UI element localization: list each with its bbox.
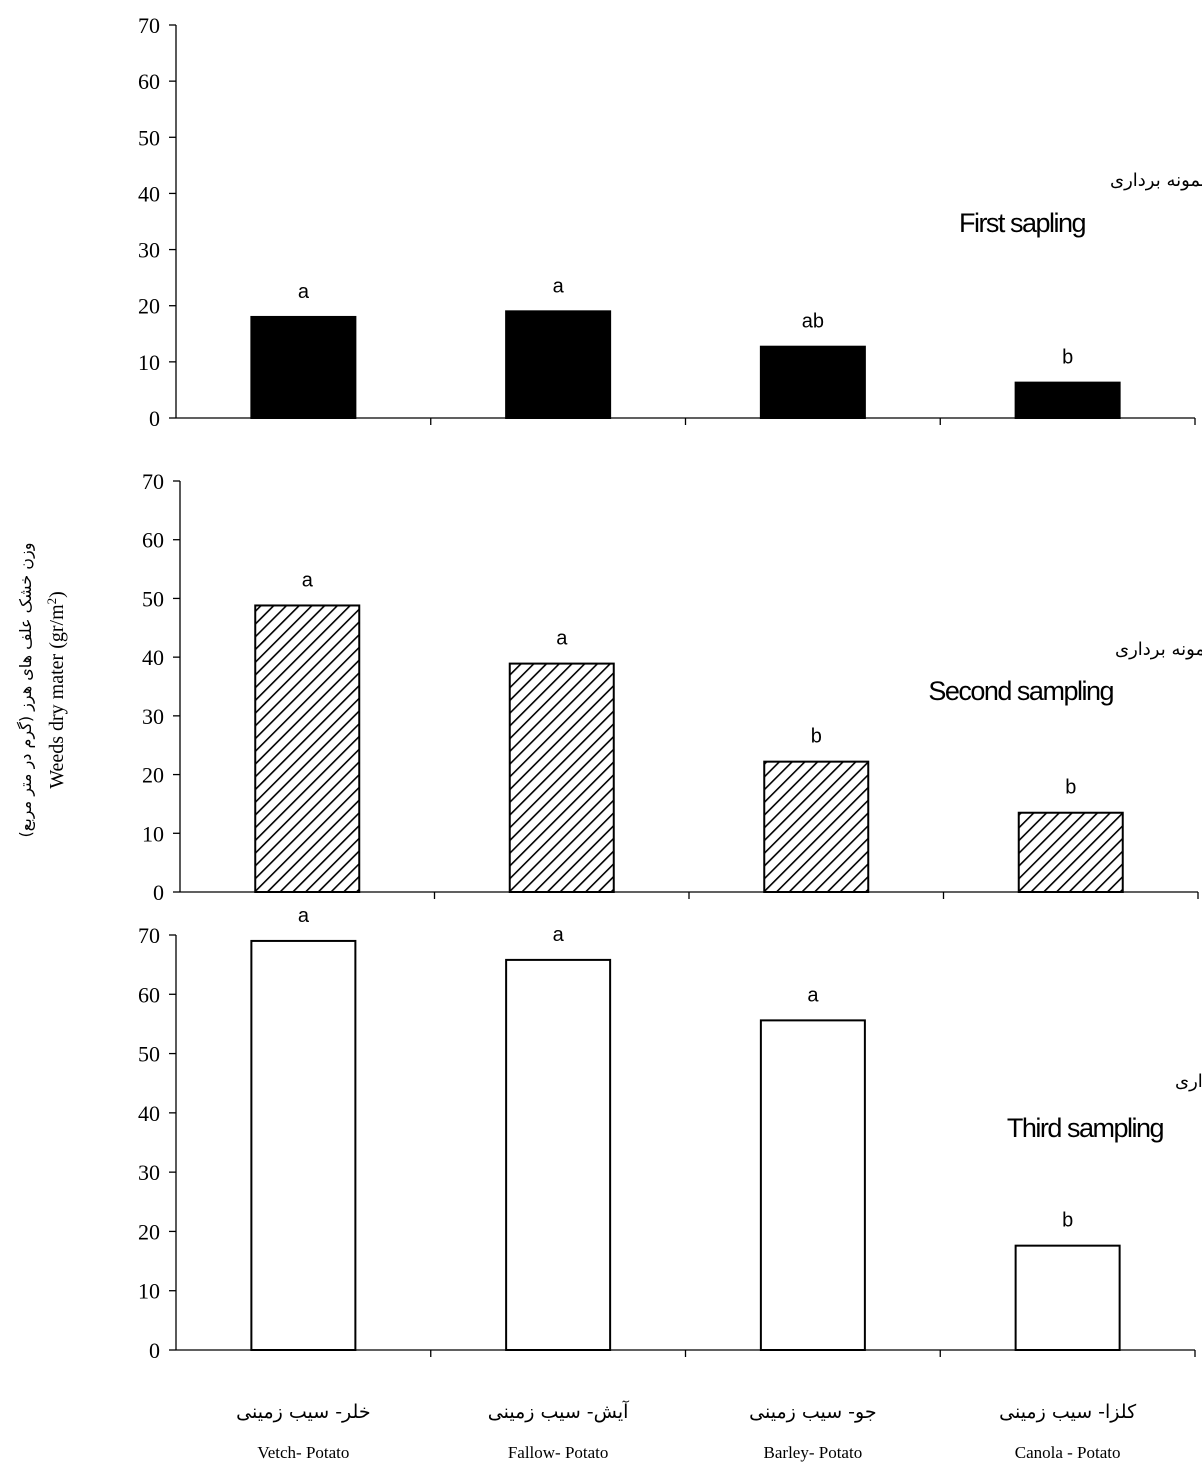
- category-label-fa: خلر- سیب زمینی: [236, 1401, 370, 1423]
- significance-label: a: [298, 905, 310, 927]
- y-tick-label: 10: [142, 821, 164, 846]
- category-label-en: Canola - Potato: [1015, 1443, 1121, 1462]
- bar-2: [505, 958, 612, 1352]
- significance-label: a: [298, 281, 310, 303]
- category-label-fa: کلزا- سیب زمینی: [999, 1401, 1137, 1423]
- panel-title-fa: مرحله اول نمونه برداری: [1110, 170, 1202, 191]
- y-tick-label: 40: [138, 1101, 160, 1126]
- bar-3: [759, 345, 866, 420]
- bar-4: [1014, 1244, 1121, 1351]
- category-label-fa: آیش- سیب زمینی: [488, 1399, 629, 1423]
- y-tick-label: 70: [142, 469, 164, 494]
- y-tick-label: 0: [149, 406, 160, 431]
- y-tick-label: 60: [138, 982, 160, 1007]
- category-label-en: Barley- Potato: [764, 1443, 863, 1462]
- y-tick-label: 30: [142, 704, 164, 729]
- significance-label: a: [553, 275, 565, 297]
- y-tick-label: 60: [142, 528, 164, 553]
- y-tick-label: 0: [153, 880, 164, 905]
- panel-title-fa: مرحله دوم نمونه برداری: [1115, 639, 1202, 660]
- significance-label: b: [1065, 777, 1076, 799]
- y-tick-label: 50: [142, 586, 164, 611]
- y-tick-label: 20: [138, 294, 160, 319]
- bar-1: [254, 604, 361, 894]
- bar-4: [1017, 811, 1124, 893]
- bar-2: [508, 662, 615, 894]
- y-tick-label: 0: [149, 1338, 160, 1363]
- panel-title-en: First sapling: [959, 208, 1086, 238]
- chart-panel-1: 0 10 20 30 40 50 60 70 a a ab b مرحله اول نمونه بردا…: [138, 13, 1202, 431]
- significance-label: a: [553, 924, 565, 946]
- panel-title-fa: مرحله سوم نمونه برداری: [1175, 1071, 1202, 1092]
- panel-title-en: Second sampling: [928, 676, 1113, 706]
- y-tick-label: 60: [138, 69, 160, 94]
- category-label-en: Fallow- Potato: [508, 1443, 609, 1462]
- y-tick-label: 70: [138, 13, 160, 38]
- y-axis-label-en: Weeds dry mater (gr/m: [46, 604, 68, 789]
- y-axis-label-sup: 2: [44, 598, 59, 605]
- y-tick-label: 70: [138, 923, 160, 948]
- svg-text:Weeds dry mater (gr/m2): Weeds dry mater (gr/m2): [44, 591, 69, 789]
- bar-2: [505, 310, 612, 420]
- significance-label: ab: [802, 311, 824, 333]
- y-axis-label-close: ): [46, 591, 68, 598]
- category-label-en: Vetch- Potato: [257, 1443, 349, 1462]
- y-axis-label-fa: وزن خشک علف های هرز (گرم در متر مربع): [16, 543, 36, 838]
- category-labels: خلر- سیب زمینی Vetch- Potato آیش- سیب زمین…: [236, 1399, 1137, 1462]
- y-tick-label: 20: [142, 763, 164, 788]
- significance-label: b: [1062, 1210, 1073, 1232]
- category-label-fa: جو- سیب زمینی: [749, 1401, 876, 1423]
- y-tick-label: 30: [138, 238, 160, 263]
- significance-label: a: [556, 628, 568, 650]
- bar-4: [1014, 381, 1121, 420]
- y-tick-label: 10: [138, 1279, 160, 1304]
- significance-label: b: [811, 726, 822, 748]
- significance-label: a: [807, 984, 819, 1006]
- significance-label: a: [302, 569, 314, 591]
- chart-panels: 010203040506070aaabbمرحله اول نمونه بردا…: [138, 13, 1202, 1363]
- chart-panel-2: 0 10 20 30 40 50 60 70 a a b b مرحله دوم نمونه بردار…: [142, 469, 1202, 905]
- y-tick-label: 40: [138, 181, 160, 206]
- y-tick-label: 50: [138, 125, 160, 150]
- bar-3: [763, 760, 870, 894]
- significance-label: b: [1062, 347, 1073, 369]
- y-tick-label: 20: [138, 1219, 160, 1244]
- y-tick-label: 50: [138, 1042, 160, 1067]
- y-tick-label: 40: [142, 645, 164, 670]
- bar-1: [250, 939, 357, 1352]
- y-axis-title: Weeds dry mater (gr/m2) وزن خشک علف های …: [16, 543, 68, 838]
- bar-3: [759, 1019, 866, 1351]
- y-tick-label: 10: [138, 350, 160, 375]
- chart-panel-3: 0 10 20 30 40 50 60 70 a a a b مرحله سوم نمونه بردار…: [138, 905, 1202, 1363]
- panel-title-en: Third sampling: [1007, 1113, 1164, 1143]
- bar-1: [250, 315, 357, 420]
- y-tick-label: 30: [138, 1160, 160, 1185]
